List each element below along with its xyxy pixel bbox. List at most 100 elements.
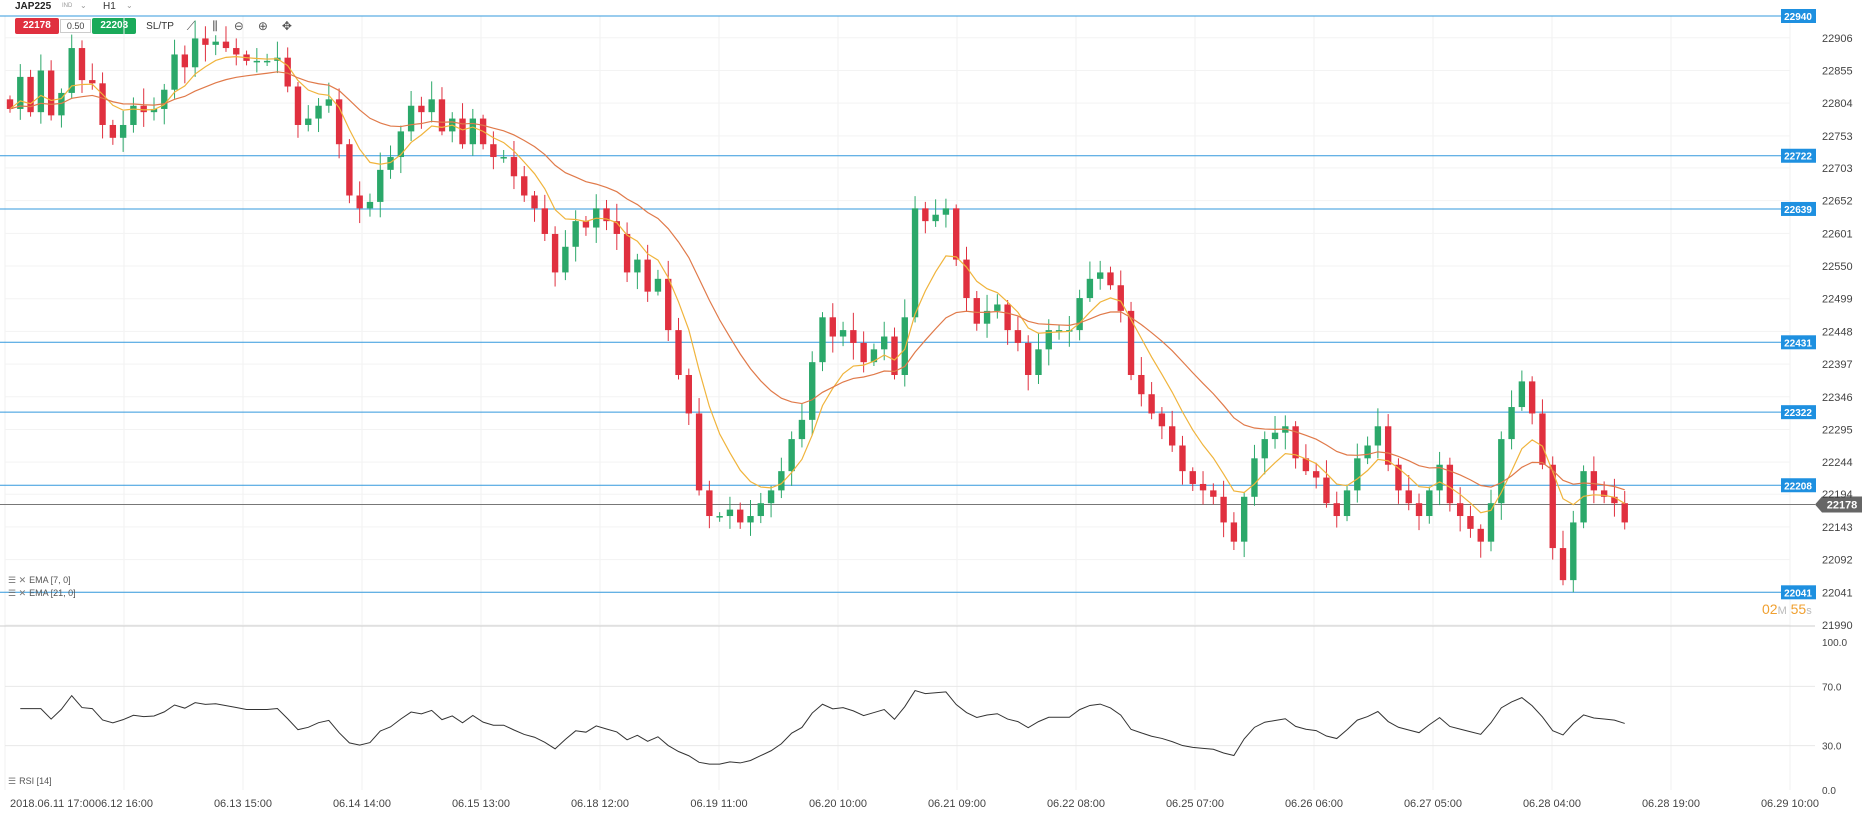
rsi-tick-label: 70.0 [1822,682,1842,693]
zoom-in-icon[interactable]: ⊕ [257,19,268,33]
candle-body [521,176,528,196]
rsi-panel: 100.0 70.0 30.0 0.0 [5,638,1847,797]
price-tick-label: 22448 [1822,326,1853,338]
candle [1415,493,1423,531]
candle-body [1189,471,1196,484]
candle-body [1621,503,1628,523]
candle-body [1127,310,1135,375]
candle-body [922,208,929,222]
candle-body [1261,439,1268,459]
candle-body [953,208,960,260]
candle-body [1354,458,1361,491]
buy-button[interactable]: 22203 [92,18,137,34]
candle-body [675,330,682,375]
candle-body [747,516,754,523]
time-tick-label: 06.29 10:00 [1761,798,1819,810]
crosshair-icon[interactable]: ✥ [281,19,292,33]
timeframe-selector[interactable]: H1 [103,1,116,12]
candle-body [572,221,579,247]
candle-body [1138,374,1145,395]
candle-body [1107,272,1114,286]
candle [737,502,744,529]
candle [119,110,127,152]
candle-body [716,516,723,518]
candle [850,312,857,360]
sltp-button[interactable]: SL/TP [146,20,174,32]
candle-body [1343,490,1351,517]
sell-button[interactable]: 22178 [15,18,59,34]
ema-slow-line [9,71,1625,491]
candle-body [294,86,302,125]
zoom-out-icon[interactable]: ⊖ [233,19,244,33]
candle-body [1374,426,1382,446]
rsi-legend[interactable]: ☰ RSI [14] [8,776,52,786]
instrument-header: JAP225 IND ⌄ H1 ⌄ [0,0,1871,14]
candle-body [233,48,240,55]
candle-body [551,233,559,273]
current-price-label: 22178 [1827,499,1858,511]
candle-body [1559,548,1567,581]
candle [1035,332,1042,384]
candle [1107,266,1114,290]
candle [1354,443,1361,503]
candle-body [1076,298,1083,331]
chevron-down-icon[interactable]: ⌄ [80,1,87,10]
candle [582,216,590,236]
candle-body [870,349,878,363]
candle-body [860,342,867,363]
candle-body [1025,342,1032,375]
candle [1570,510,1577,593]
candle [1148,382,1155,420]
chevron-down-icon[interactable]: ⌄ [126,1,133,10]
candle-body [1199,483,1207,491]
chart-type-icon[interactable]: ⟋ [186,18,196,33]
candle-body [1240,496,1248,542]
candle [140,88,147,127]
candle-body [1405,490,1412,504]
candle [1374,408,1382,459]
candle-body [1086,278,1094,299]
candle-body [1436,464,1443,491]
menu-icon[interactable]: ☰ ✕ [8,575,27,585]
price-tick-label: 22346 [1822,392,1853,404]
candle-body [839,330,847,337]
candle-body [1179,445,1186,472]
candle-body [1415,503,1423,517]
indicators-icon[interactable]: ⫼ [212,18,218,33]
level-tag [1781,201,1816,216]
candle-body [418,105,425,113]
time-tick-label: 06.18 12:00 [571,798,629,810]
symbol-selector[interactable]: JAP225 [15,1,52,12]
candle-body [726,509,734,517]
candle [253,48,261,73]
candle-body [1456,503,1464,517]
candle [469,108,477,156]
candle [1076,289,1083,341]
candle [366,193,374,217]
price-tick-label: 22804 [1822,98,1853,110]
candle-body [531,195,538,209]
candle-body [1302,458,1310,472]
candle [356,181,363,224]
menu-icon[interactable]: ☰ ✕ [8,588,27,598]
candle-body [171,54,178,90]
candle-body [788,439,795,472]
candle-body [932,214,939,222]
candle [1508,390,1515,450]
menu-icon[interactable]: ☰ [8,776,17,786]
ema-slow-legend[interactable]: ☰ ✕ EMA [21, 0] [8,588,76,598]
price-tick-label: 21990 [1822,620,1853,632]
candle-body [541,208,548,234]
candle-body [1055,330,1063,332]
candle-body [695,413,703,491]
candle [191,20,199,77]
ema-fast-legend[interactable]: ☰ ✕ EMA [7, 0] [8,575,71,585]
level-tag [1781,9,1816,23]
candle-body [1312,471,1320,478]
candle-body [1014,330,1022,343]
price-tick-label: 22244 [1822,457,1853,469]
candle-body [901,317,908,375]
candle [860,331,867,373]
candle-body [1271,432,1279,440]
